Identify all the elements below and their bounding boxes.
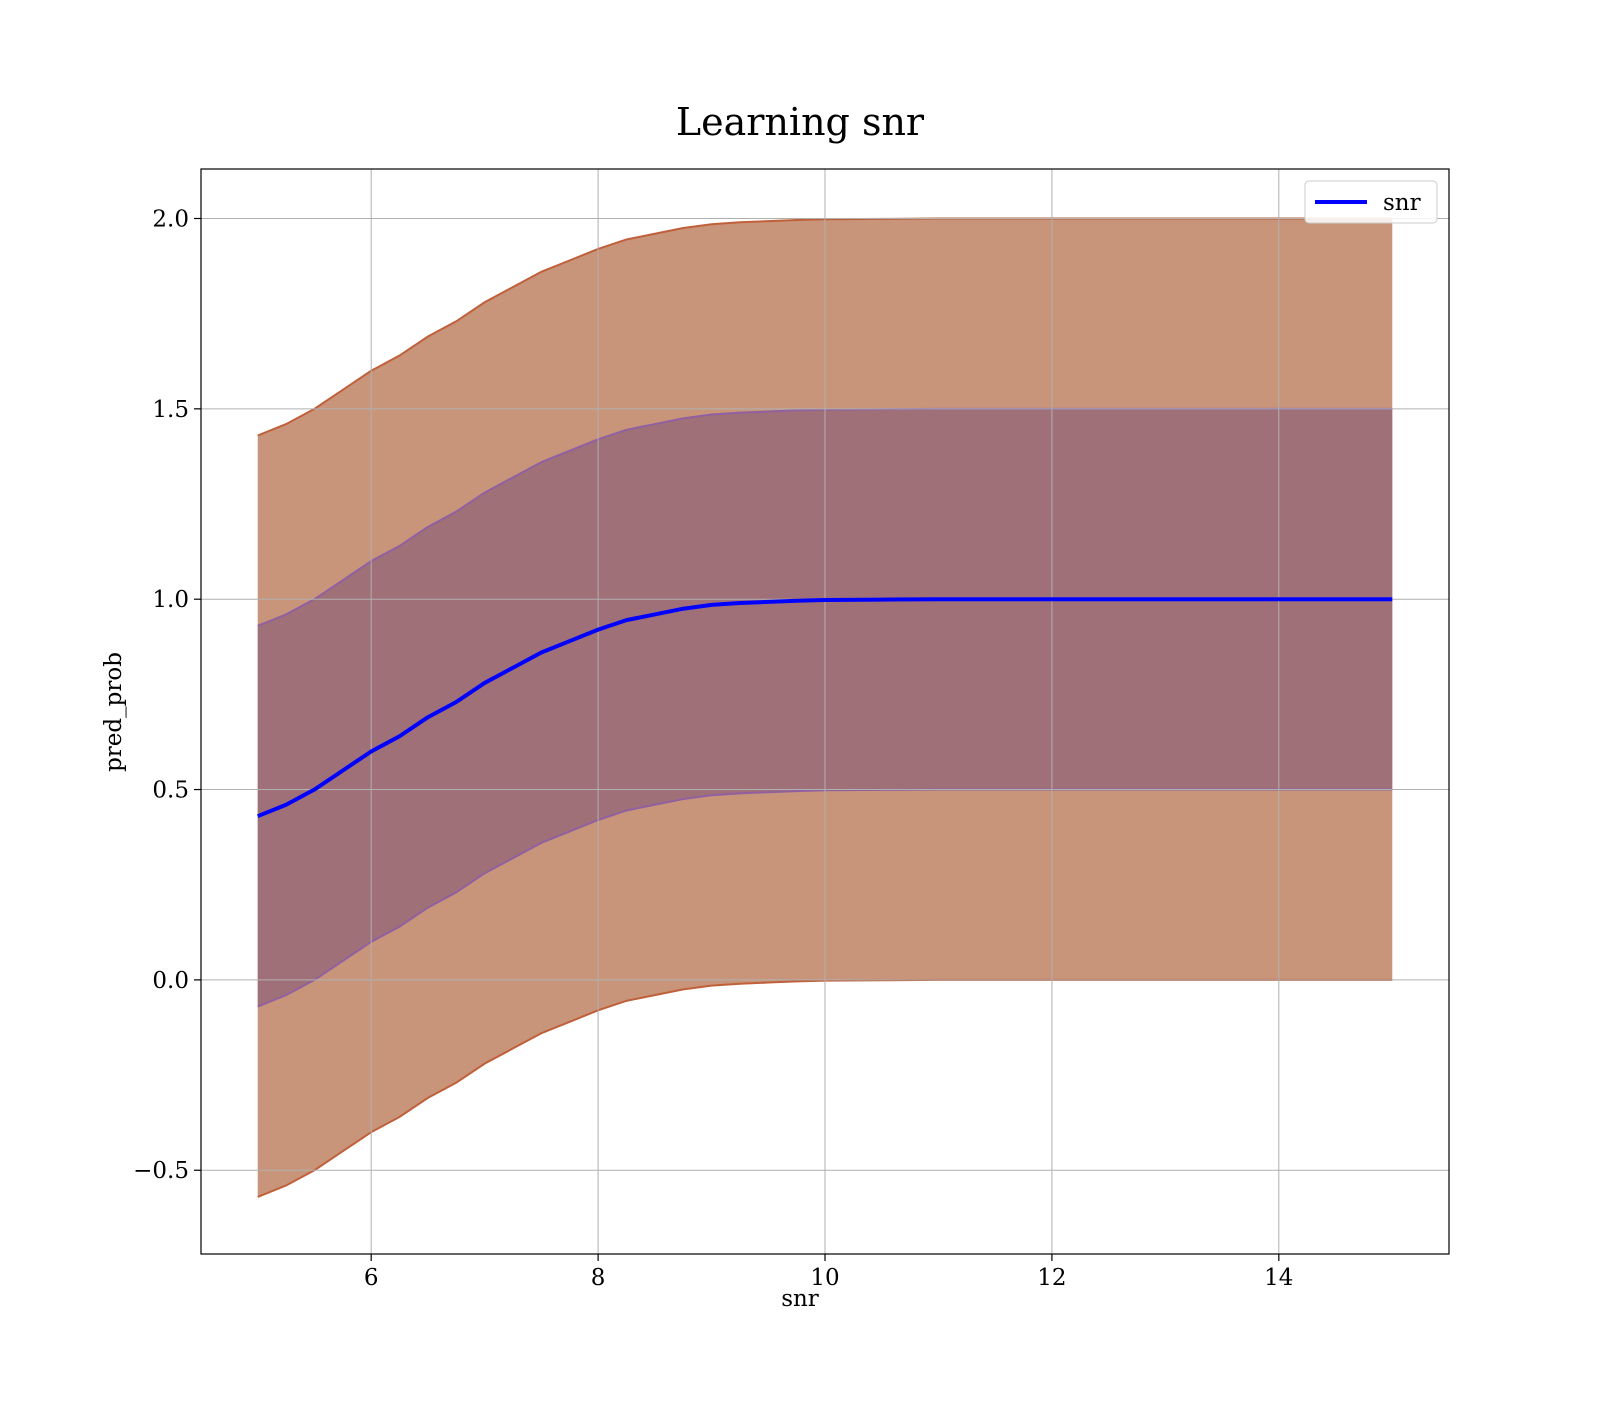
x-tick-label: 12 [1037,1265,1066,1291]
x-tick-label: 6 [364,1265,379,1291]
y-tick-label: 0.0 [152,968,189,994]
legend-box [1304,180,1438,224]
y-tick-label: 0.5 [152,778,189,804]
y-axis-label: pred_prob [101,652,127,772]
y-tick-label: −0.5 [133,1158,189,1184]
x-tick-label: 10 [810,1265,839,1291]
y-tick-label: 1.5 [152,397,189,423]
x-tick-label: 14 [1264,1265,1293,1291]
series-line-snr [256,597,1393,819]
x-tick-label: 8 [591,1265,606,1291]
x-axis-label: snr [781,1286,819,1312]
chart-title: Learning snr [675,100,925,144]
y-tick-label: 2.0 [152,206,189,232]
y-tick-label: 1.0 [152,587,189,613]
legend-label-snr: snr [1383,190,1421,216]
